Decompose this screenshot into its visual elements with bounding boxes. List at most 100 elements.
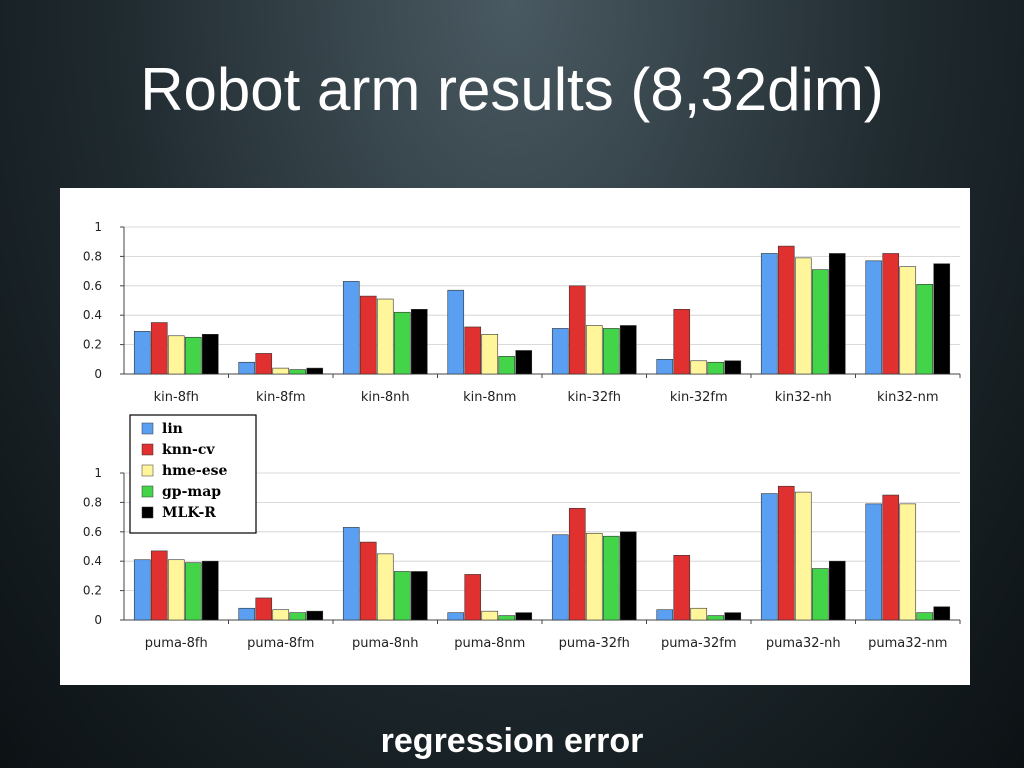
bar-gp-map-puma-8fh xyxy=(184,562,202,621)
x-tick-label: puma-8fh xyxy=(145,636,208,651)
bar-MLK-R-kin-8fm xyxy=(306,367,324,375)
bar-lin-puma32-nm xyxy=(865,503,883,621)
bar-knn-cv-puma32-nm xyxy=(882,494,900,621)
legend-swatch-hme-ese xyxy=(141,464,154,477)
bar-hme-ese-puma-8fm xyxy=(272,609,290,621)
bar-lin-kin-32fm xyxy=(656,359,674,375)
bar-gp-map-kin32-nm xyxy=(916,284,934,375)
chart-svg: 0 0.2 0.4 0.6 0.8 1 kin-8fh kin-8fm kin-8nh kin-8… xyxy=(83,220,961,651)
y-tick-label: 0 xyxy=(94,613,102,627)
legend-swatch-MLK-R xyxy=(141,506,154,519)
legend-label-lin: lin xyxy=(162,421,183,437)
bar-MLK-R-kin-8fh xyxy=(201,334,219,375)
bar-MLK-R-kin-32fh xyxy=(619,325,637,375)
bar-MLK-R-puma-32fh xyxy=(619,531,637,621)
y-tick-label: 1 xyxy=(94,466,102,480)
bar-gp-map-kin32-nh xyxy=(811,269,829,375)
bar-knn-cv-puma-32fm xyxy=(673,555,691,621)
bar-knn-cv-puma32-nh xyxy=(777,485,795,621)
bar-gp-map-puma-8nm xyxy=(498,615,516,621)
bar-knn-cv-puma-8nh xyxy=(359,541,377,621)
bar-MLK-R-puma-8nm xyxy=(515,612,533,621)
legend-swatch-gp-map xyxy=(141,485,154,498)
bar-hme-ese-puma32-nh xyxy=(794,491,812,621)
x-tick-label: kin32-nh xyxy=(775,390,832,405)
bar-gp-map-puma32-nh xyxy=(811,568,829,621)
bar-MLK-R-puma32-nh xyxy=(828,560,846,621)
y-tick-label: 0.8 xyxy=(83,249,102,263)
bar-gp-map-kin-32fm xyxy=(707,361,725,375)
legend-label-gp-map: gp-map xyxy=(162,484,221,500)
bar-MLK-R-kin-8nm xyxy=(515,350,533,375)
bar-lin-puma-8nh xyxy=(342,527,360,621)
x-tick-label: kin-32fh xyxy=(568,390,621,405)
bar-hme-ese-puma-8nm xyxy=(481,610,499,621)
bar-gp-map-kin-8fm xyxy=(289,369,307,375)
legend-label-knn-cv: knn-cv xyxy=(162,442,215,458)
legend: lin knn-cv hme-ese gp-map MLK-R xyxy=(129,414,257,534)
bar-hme-ese-kin32-nh xyxy=(794,257,812,375)
bar-hme-ese-puma32-nm xyxy=(899,503,917,621)
bar-gp-map-puma-8fm xyxy=(289,612,307,621)
bar-lin-puma-32fh xyxy=(551,534,569,621)
y-tick-label: 0.2 xyxy=(83,338,102,352)
bar-MLK-R-puma-8nh xyxy=(410,571,428,621)
bar-lin-kin32-nm xyxy=(865,260,883,375)
y-tick-label: 0.2 xyxy=(83,584,102,598)
y-tick-label: 0.6 xyxy=(83,525,102,539)
bar-knn-cv-kin-32fm xyxy=(673,309,691,375)
bar-knn-cv-kin-8nm xyxy=(464,326,482,375)
chart-2: 0 0.2 0.4 0.6 0.8 1 puma-8fh puma-8fm puma-8nh pu… xyxy=(83,414,961,651)
bar-lin-kin-8nm xyxy=(447,289,465,375)
bar-hme-ese-kin-8nh xyxy=(376,298,394,375)
bar-gp-map-kin-8nm xyxy=(498,356,516,375)
bar-MLK-R-kin32-nm xyxy=(933,263,951,375)
bar-MLK-R-puma-8fm xyxy=(306,610,324,621)
x-tick-label: kin-32fm xyxy=(670,390,728,405)
bar-MLK-R-puma-32fm xyxy=(724,612,742,621)
bar-MLK-R-puma32-nm xyxy=(933,606,951,621)
bar-MLK-R-puma-8fh xyxy=(201,560,219,621)
bar-hme-ese-kin-8nm xyxy=(481,334,499,375)
x-tick-label: puma-8nm xyxy=(454,636,525,651)
bar-lin-kin-8nh xyxy=(342,281,360,375)
chart-1: 0 0.2 0.4 0.6 0.8 1 kin-8fh kin-8fm kin-8nh kin-8… xyxy=(83,220,961,405)
y-tick-label: 0.8 xyxy=(83,495,102,509)
x-tick-label: puma-8fm xyxy=(247,636,314,651)
bar-lin-kin32-nh xyxy=(760,253,778,375)
bar-knn-cv-puma-8fh xyxy=(150,550,168,621)
bar-knn-cv-puma-32fh xyxy=(568,507,586,621)
bar-lin-kin-8fm xyxy=(238,361,256,375)
bar-lin-puma-8fm xyxy=(238,607,256,621)
bar-MLK-R-kin-8nh xyxy=(410,309,428,375)
legend-swatch-knn-cv xyxy=(141,443,154,456)
y-tick-label: 0.6 xyxy=(83,279,102,293)
bar-hme-ese-kin-32fh xyxy=(585,325,603,375)
bar-knn-cv-puma-8nm xyxy=(464,574,482,621)
bar-gp-map-puma-32fm xyxy=(707,615,725,621)
bar-hme-ese-puma-8nh xyxy=(376,553,394,621)
bar-hme-ese-kin32-nm xyxy=(899,266,917,375)
bar-gp-map-puma-32fh xyxy=(602,535,620,621)
y-tick-label: 1 xyxy=(94,220,102,234)
bar-hme-ese-puma-8fh xyxy=(167,559,185,621)
bar-gp-map-puma-8nh xyxy=(393,571,411,621)
y-tick-label: 0.4 xyxy=(83,554,102,568)
chart-panel: 0 0.2 0.4 0.6 0.8 1 kin-8fh kin-8fm kin-8nh kin-8… xyxy=(60,188,970,685)
bar-knn-cv-kin-8fm xyxy=(255,353,273,375)
bar-lin-kin-32fh xyxy=(551,328,569,375)
bar-lin-puma32-nh xyxy=(760,493,778,621)
bar-MLK-R-kin32-nh xyxy=(828,253,846,375)
x-tick-label: kin-8fm xyxy=(256,390,306,405)
bar-hme-ese-kin-32fm xyxy=(690,360,708,375)
bar-gp-map-kin-8nh xyxy=(393,311,411,375)
bar-hme-ese-puma-32fh xyxy=(585,532,603,621)
x-tick-label: kin-8nm xyxy=(463,390,516,405)
bar-lin-kin-8fh xyxy=(133,331,151,375)
legend-swatch-lin xyxy=(141,422,154,435)
bar-lin-puma-32fm xyxy=(656,609,674,621)
bar-knn-cv-kin32-nh xyxy=(777,245,795,375)
bar-gp-map-kin-32fh xyxy=(602,328,620,375)
bar-knn-cv-puma-8fm xyxy=(255,597,273,621)
bar-gp-map-kin-8fh xyxy=(184,336,202,375)
